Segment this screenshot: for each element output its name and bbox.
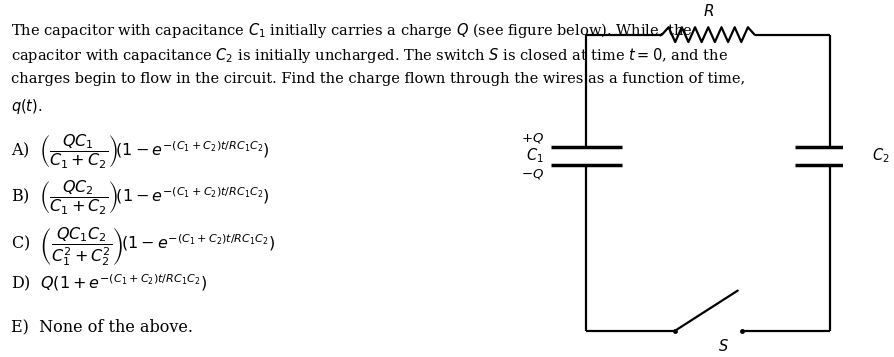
Text: B)  $\left(\dfrac{QC_2}{C_1+C_2}\right)\!\left(1 - e^{-(C_1+C_2)t/RC_1C_2}\right: B) $\left(\dfrac{QC_2}{C_1+C_2}\right)\!… — [12, 179, 270, 217]
Text: E)  None of the above.: E) None of the above. — [12, 318, 193, 335]
Text: D)  $Q\left(1 + e^{-(C_1+C_2)t/RC_1C_2}\right)$: D) $Q\left(1 + e^{-(C_1+C_2)t/RC_1C_2}\r… — [12, 272, 207, 293]
Text: $+Q$: $+Q$ — [521, 131, 544, 145]
Text: charges begin to flow in the circuit. Find the charge flown through the wires as: charges begin to flow in the circuit. Fi… — [12, 72, 746, 86]
Text: $C_2$: $C_2$ — [873, 146, 890, 165]
Text: $-Q$: $-Q$ — [521, 167, 544, 181]
Text: capacitor with capacitance $C_2$ is initially uncharged. The switch $S$ is close: capacitor with capacitance $C_2$ is init… — [12, 46, 729, 65]
Text: $C_1$: $C_1$ — [527, 146, 544, 165]
Text: The capacitor with capacitance $C_1$ initially carries a charge $Q$ (see figure : The capacitor with capacitance $C_1$ ini… — [12, 21, 693, 40]
Text: A)  $\left(\dfrac{QC_1}{C_1+C_2}\right)\!\left(1 - e^{-(C_1+C_2)t/RC_1C_2}\right: A) $\left(\dfrac{QC_1}{C_1+C_2}\right)\!… — [12, 132, 270, 171]
Text: $S$: $S$ — [719, 338, 730, 354]
Text: $R$: $R$ — [703, 3, 713, 19]
Text: $q(t)$.: $q(t)$. — [12, 97, 43, 116]
Text: C)  $\left(\dfrac{QC_1C_2}{C_1^2+C_2^2}\right)\!\left(1 - e^{-(C_1+C_2)t/RC_1C_2: C) $\left(\dfrac{QC_1C_2}{C_1^2+C_2^2}\r… — [12, 225, 275, 268]
